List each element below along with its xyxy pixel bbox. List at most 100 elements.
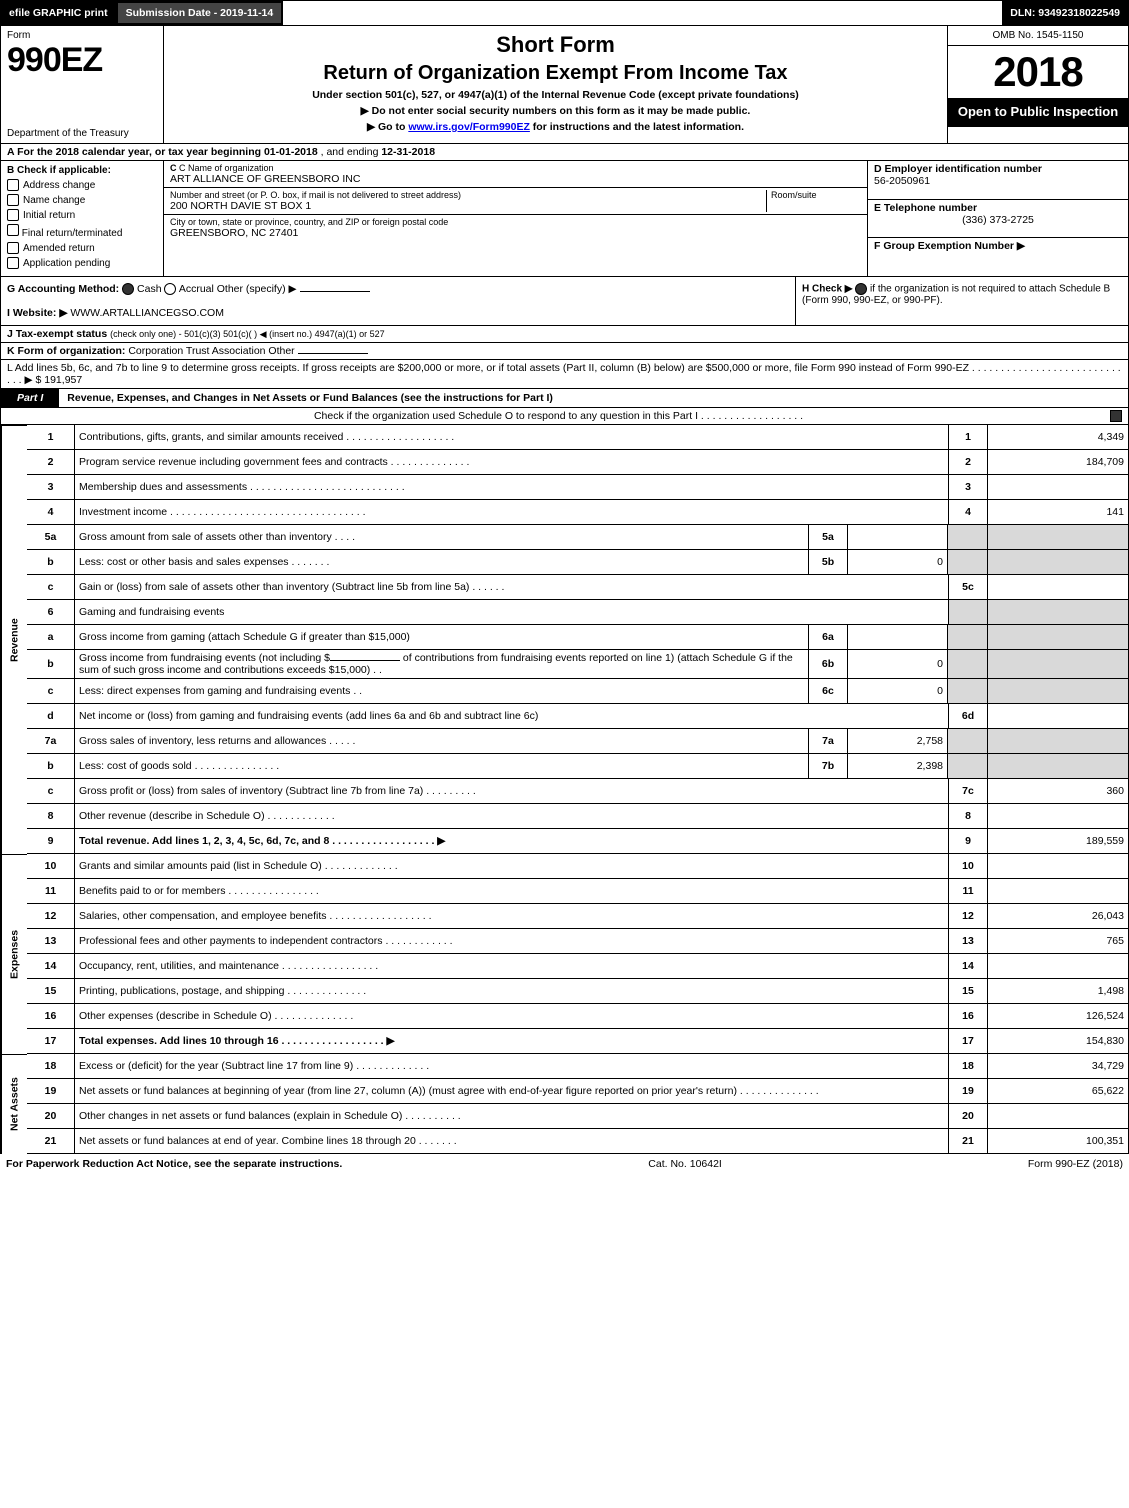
submission-date-button[interactable]: Submission Date - 2019-11-14 [116,1,284,25]
shade-cell [948,600,988,625]
line-5b-desc: Less: cost or other basis and sales expe… [75,550,808,575]
line-17-val: 154,830 [988,1029,1128,1054]
line-11-val [988,879,1128,904]
line-5b-sn: 5b [808,550,848,575]
shade-cell [988,650,1128,679]
line-12-num: 12 [27,904,75,929]
org-name-cell: C C Name of organization ART ALLIANCE OF… [164,161,867,188]
line-19-rn: 19 [948,1079,988,1104]
line-9-desc: Total revenue. Add lines 1, 2, 3, 4, 5c,… [75,829,948,854]
open-inspection: Open to Public Inspection [948,98,1128,127]
h-cell: H Check ▶ if the organization is not req… [796,277,1128,325]
line-9-rn: 9 [948,829,988,854]
line-15-val: 1,498 [988,979,1128,1004]
line-6-num: 6 [27,600,75,625]
line-6a-desc: Gross income from gaming (attach Schedul… [75,625,808,650]
shade-cell [948,550,988,575]
line-10-num: 10 [27,854,75,879]
line-5c-num: c [27,575,75,600]
checkbox-icon [7,194,19,206]
line-8-desc: Other revenue (describe in Schedule O) .… [75,804,948,829]
checkbox-icon[interactable] [1110,410,1122,422]
check-amended-return[interactable]: Amended return [7,242,157,254]
org-name: ART ALLIANCE OF GREENSBORO INC [170,173,861,185]
page-footer: For Paperwork Reduction Act Notice, see … [0,1154,1129,1174]
street-value: 200 NORTH DAVIE ST BOX 1 [170,200,766,212]
part-1-badge: Part I [1,389,59,407]
check-final-return[interactable]: Final return/terminated [7,224,157,239]
irs-link[interactable]: www.irs.gov/Form990EZ [408,121,530,133]
line-13-rn: 13 [948,929,988,954]
sub3-post: for instructions and the latest informat… [530,121,744,133]
check-initial-return[interactable]: Initial return [7,209,157,221]
i-label: I Website: ▶ [7,307,67,319]
line-15-num: 15 [27,979,75,1004]
line-5c-rn: 5c [948,575,988,600]
subtitle-2: ▶ Do not enter social security numbers o… [174,105,937,117]
line-18-rn: 18 [948,1054,988,1079]
shade-cell [948,679,988,704]
subtitle-3: ▶ Go to www.irs.gov/Form990EZ for instru… [174,121,937,133]
line-10-val [988,854,1128,879]
line-6c-num: c [27,679,75,704]
line-10-rn: 10 [948,854,988,879]
city-value: GREENSBORO, NC 27401 [170,227,861,239]
part-1-grid: Revenue 1 Contributions, gifts, grants, … [0,425,1129,1154]
line-16-val: 126,524 [988,1004,1128,1029]
line-7c-val: 360 [988,779,1128,804]
expenses-side-label: Expenses [1,854,27,1054]
phone-label: E Telephone number [874,202,977,214]
line-6b-desc: Gross income from fundraising events (no… [75,650,808,679]
check-address-change[interactable]: Address change [7,179,157,191]
street-cell: Number and street (or P. O. box, if mail… [164,188,867,215]
line-15-rn: 15 [948,979,988,1004]
line-6a-num: a [27,625,75,650]
city-label: City or town, state or province, country… [170,217,861,227]
line-21-num: 21 [27,1129,75,1154]
line-17-num: 17 [27,1029,75,1054]
line-1-val: 4,349 [988,425,1128,450]
form-number-big: 990EZ [7,41,157,80]
department-label: Department of the Treasury [7,128,157,139]
checkbox-icon [7,179,19,191]
checkbox-icon [7,242,19,254]
radio-icon[interactable] [122,283,134,295]
line-20-rn: 20 [948,1104,988,1129]
check-application-pending[interactable]: Application pending [7,257,157,269]
line-7b-sn: 7b [808,754,848,779]
shade-cell [948,525,988,550]
ein-label: D Employer identification number [874,163,1042,175]
line-4-desc: Investment income . . . . . . . . . . . … [75,500,948,525]
line-19-desc: Net assets or fund balances at beginning… [75,1079,948,1104]
k-other-input[interactable] [298,353,368,354]
col-b-label: B Check if applicable: [7,165,157,176]
return-title: Return of Organization Exempt From Incom… [174,62,937,85]
ein-value: 56-2050961 [874,175,930,187]
line-17-desc: Total expenses. Add lines 10 through 16 … [75,1029,948,1054]
line-7a-sv: 2,758 [848,729,948,754]
other-specify-input[interactable] [300,291,370,292]
checkbox-icon[interactable] [855,283,867,295]
k-label: K Form of organization: [7,345,125,357]
accounting-method: G Accounting Method: Cash Accrual Other … [1,277,796,325]
line-19-num: 19 [27,1079,75,1104]
dln-label: DLN: 93492318022549 [1002,1,1128,25]
radio-icon[interactable] [164,283,176,295]
shade-cell [988,679,1128,704]
contrib-input[interactable] [330,660,400,661]
line-7b-num: b [27,754,75,779]
efile-print-button[interactable]: efile GRAPHIC print [1,1,116,25]
line-11-num: 11 [27,879,75,904]
row-j: J Tax-exempt status (check only one) - 5… [0,326,1129,343]
city-cell: City or town, state or province, country… [164,215,867,241]
line-3-desc: Membership dues and assessments . . . . … [75,475,948,500]
line-6b-num: b [27,650,75,679]
org-name-label: C C Name of organization [170,163,861,173]
line-18-val: 34,729 [988,1054,1128,1079]
tax-year: 2018 [948,46,1128,98]
shade-cell [988,729,1128,754]
check-name-change[interactable]: Name change [7,194,157,206]
line-14-desc: Occupancy, rent, utilities, and maintena… [75,954,948,979]
net-assets-side-label: Net Assets [1,1054,27,1154]
shade-cell [948,729,988,754]
